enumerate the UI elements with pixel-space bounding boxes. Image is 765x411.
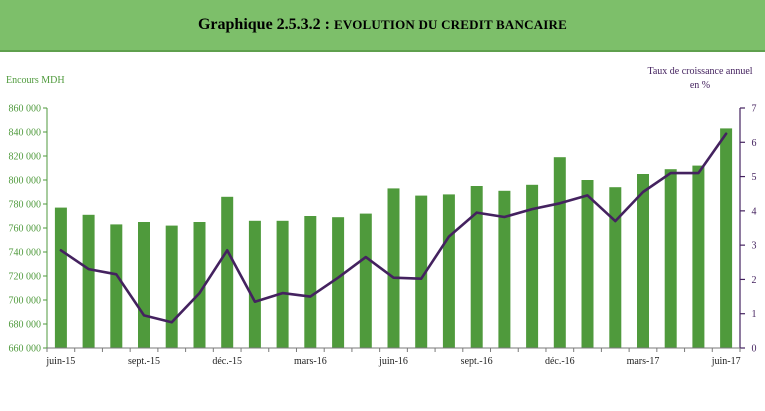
bar — [664, 169, 677, 348]
right-tick-label: 6 — [752, 138, 757, 149]
left-tick-label: 680 000 — [9, 320, 42, 331]
left-tick-label: 720 000 — [9, 272, 42, 283]
x-tick-label: juin-15 — [45, 356, 75, 367]
right-axis-title: Taux de croissance annuel — [647, 66, 752, 77]
bar — [609, 187, 622, 348]
right-tick-label: 1 — [752, 309, 757, 320]
bar — [221, 196, 234, 348]
x-tick-label: déc.-16 — [545, 356, 575, 367]
x-tick-label: sept.-15 — [128, 356, 160, 367]
bar — [165, 225, 178, 348]
x-tick-label: mars-16 — [294, 356, 327, 367]
chart-number: Graphique 2.5.3.2 : — [197, 16, 330, 33]
left-tick-label: 660 000 — [9, 344, 42, 355]
bar — [304, 216, 317, 348]
bar — [498, 190, 511, 348]
bar — [637, 174, 649, 348]
bar — [692, 165, 705, 348]
right-tick-label: 4 — [752, 206, 757, 217]
left-tick-label: 740 000 — [9, 248, 42, 259]
bar — [470, 186, 483, 348]
bars-layer — [54, 128, 733, 348]
left-axis-title: Encours MDH — [6, 75, 65, 86]
chart-title: EVOLUTION DU CREDIT BANCAIRE — [334, 17, 567, 32]
chart-header: Graphique 2.5.3.2 : EVOLUTION DU CREDIT … — [0, 0, 765, 52]
bar — [276, 220, 289, 348]
left-tick-label: 820 000 — [9, 152, 42, 163]
right-tick-label: 0 — [752, 344, 757, 355]
bar — [359, 213, 372, 348]
x-tick-label: juin-17 — [711, 356, 741, 367]
right-tick-label: 7 — [752, 104, 757, 115]
bar — [248, 220, 261, 348]
bar — [387, 188, 400, 348]
bar — [581, 180, 594, 348]
bar — [526, 184, 539, 348]
left-tick-label: 760 000 — [9, 224, 42, 235]
left-tick-label: 840 000 — [9, 128, 42, 139]
left-tick-label: 780 000 — [9, 200, 42, 211]
right-tick-label: 3 — [752, 241, 757, 252]
bar — [110, 224, 123, 348]
bar — [553, 157, 566, 348]
bar — [415, 195, 428, 348]
bar — [332, 217, 345, 348]
bar — [193, 222, 206, 348]
x-tick-label: juin-16 — [378, 356, 408, 367]
bar — [54, 207, 67, 348]
axes-layer: 660 000 680 000 700 000 720 000 740 000 760 0… — [6, 66, 757, 367]
right-tick-label: 2 — [752, 275, 757, 286]
bar — [442, 194, 455, 348]
bar — [138, 222, 150, 348]
bar — [82, 214, 95, 348]
left-tick-label: 860 000 — [9, 104, 42, 115]
line-layer — [59, 132, 728, 324]
left-tick-label: 700 000 — [9, 296, 42, 307]
left-tick-label: 800 000 — [9, 176, 42, 187]
x-tick-label: sept.-16 — [461, 356, 493, 367]
x-tick-label: déc.-15 — [212, 356, 242, 367]
right-tick-label: 5 — [752, 172, 757, 183]
bar — [720, 128, 733, 348]
x-tick-label: mars-17 — [627, 356, 660, 367]
right-axis-title-line2: en % — [690, 80, 710, 91]
